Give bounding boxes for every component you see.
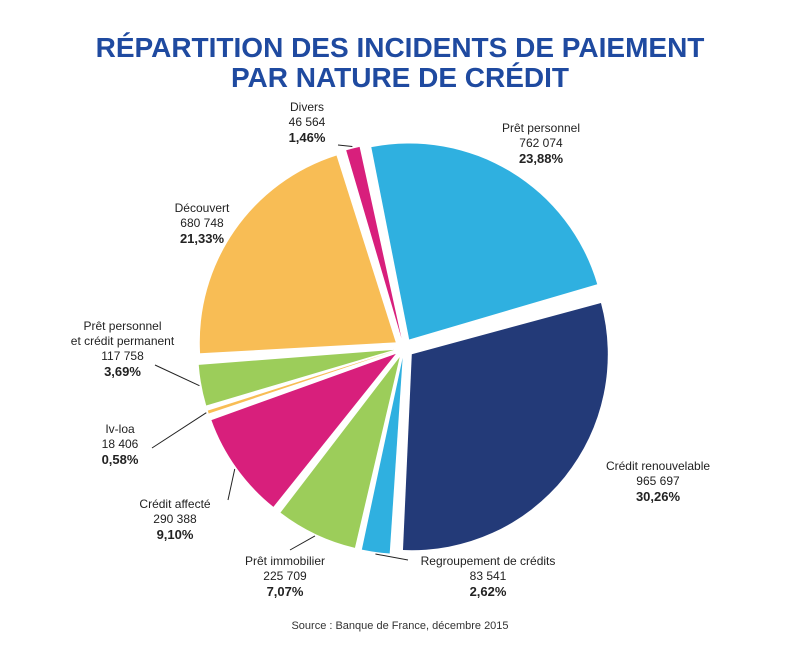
slice-value: 46 564 (288, 115, 326, 129)
chart-title-line2: PAR NATURE DE CRÉDIT (230, 62, 570, 93)
label-pret-immobilier: Prêt immobilier 225 709 7,07% (225, 554, 345, 599)
slice-label: Découvert (174, 201, 230, 215)
chart-title-line1: RÉPARTITION DES INCIDENTS DE PAIEMENT (95, 32, 705, 63)
slice-percent: 9,10% (156, 527, 194, 542)
slice-label: Divers (289, 100, 324, 114)
slice-percent: 21,33% (179, 231, 225, 246)
label-regroupement: Regroupement de crédits 83 541 2,62% (403, 554, 573, 599)
slice-label: Prêt immobilier (244, 554, 325, 568)
pie-slice-pr-t-personnel (371, 143, 598, 340)
pie-slice-cr-dit-affect- (211, 353, 396, 507)
label-iv-loa: Iv-loa 18 406 0,58% (90, 422, 150, 467)
leader-line-pr-t-immobilier (289, 535, 316, 551)
pie-slice-iv-loa (207, 351, 395, 414)
slice-value: 225 709 (263, 569, 307, 583)
leader-line-iv-loa (151, 412, 207, 449)
label-divers: Divers 46 564 1,46% (262, 100, 352, 145)
slice-value: 680 748 (180, 216, 224, 230)
label-pret-perso-credit-permanent: Prêt personnel et crédit permanent 117 7… (65, 319, 180, 379)
slice-label: Regroupement de crédits (420, 554, 556, 568)
slice-percent: 30,26% (635, 489, 681, 504)
slice-label-line2: et crédit permanent (70, 334, 175, 348)
label-credit-affecte: Crédit affecté 290 388 9,10% (120, 497, 230, 542)
chart-source: Source : Banque de France, décembre 2015 (291, 620, 509, 632)
leader-line-cr-dit-affect- (227, 468, 236, 501)
leader-line-divers (337, 144, 353, 148)
label-credit-renouvelable: Crédit renouvelable 965 697 30,26% (583, 459, 733, 504)
slice-value: 83 541 (469, 569, 507, 583)
slice-value: 117 758 (101, 349, 144, 363)
label-decouvert: Découvert 680 748 21,33% (157, 201, 247, 246)
slice-percent: 7,07% (266, 584, 304, 599)
leader-line-pr-t-personnel-et-cr-dit-permanent (154, 364, 200, 387)
pie-slice-pr-t-personnel-et-cr-dit-permanent (198, 349, 395, 406)
slice-label: Prêt personnel (501, 121, 581, 135)
slice-value: 762 074 (519, 136, 563, 150)
pie-slice-cr-dit-renouvelable (402, 302, 608, 551)
label-pret-personnel: Prêt personnel 762 074 23,88% (486, 121, 596, 166)
slice-label: Crédit renouvelable (605, 459, 711, 473)
slice-percent: 23,88% (518, 151, 564, 166)
slice-percent: 0,58% (101, 452, 139, 467)
slice-percent: 3,69% (104, 364, 141, 379)
pie-slice-divers (346, 146, 402, 339)
slice-value: 965 697 (636, 474, 680, 488)
leader-line-regroupement-de-cr-dits (375, 553, 409, 561)
slice-percent: 1,46% (288, 130, 326, 145)
slice-label: Crédit affecté (139, 497, 211, 511)
leader-lines (151, 144, 409, 561)
slice-percent: 2,62% (469, 584, 507, 599)
slice-value: 290 388 (153, 512, 197, 526)
slice-value: 18 406 (101, 437, 139, 451)
pie-slice-d-couvert (199, 155, 396, 354)
pie-slices (198, 143, 608, 554)
pie-slice-pr-t-immobilier (280, 357, 400, 548)
slice-label: Iv-loa (105, 422, 135, 436)
slice-label-line1: Prêt personnel (83, 319, 162, 333)
pie-slice-regroupement-de-cr-dits (361, 357, 403, 554)
